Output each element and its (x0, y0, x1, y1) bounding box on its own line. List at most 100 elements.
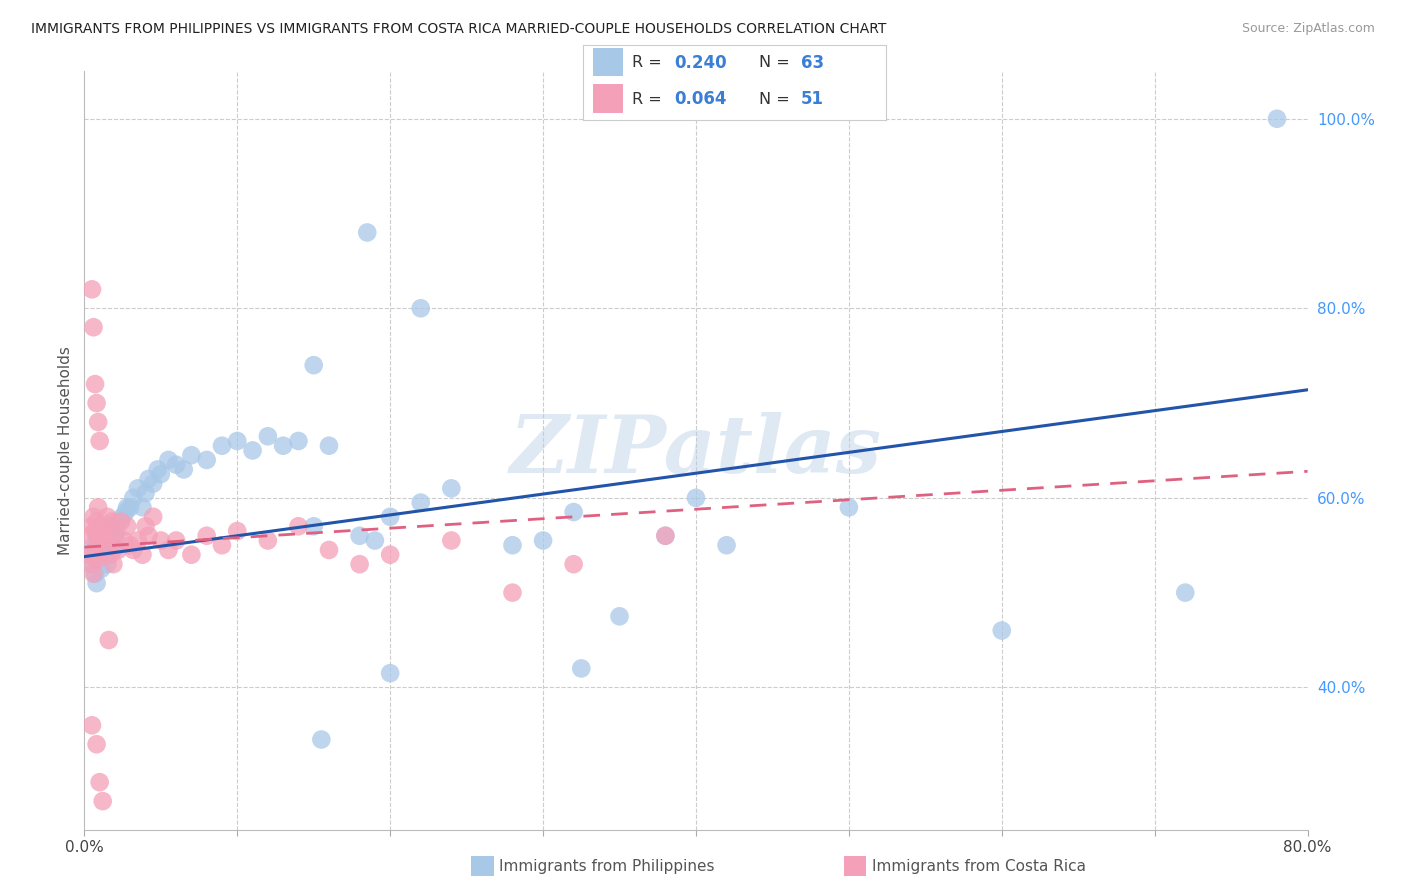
Point (364, 533, 387, 548)
Point (89, 775, 111, 789)
Point (103, 557, 125, 572)
Point (311, 732, 333, 747)
Point (98, 548, 121, 562)
Point (502, 538, 524, 552)
Point (114, 505, 136, 519)
Point (131, 548, 153, 562)
Text: Source: ZipAtlas.com: Source: ZipAtlas.com (1241, 22, 1375, 36)
Point (89, 434, 111, 448)
Point (94, 533, 117, 548)
Point (562, 557, 585, 572)
Point (97, 519, 120, 533)
Point (120, 500, 142, 515)
Point (98, 533, 121, 548)
Point (257, 429, 280, 443)
Point (195, 453, 218, 467)
Point (127, 482, 149, 496)
Point (89, 548, 111, 562)
Text: IMMIGRANTS FROM PHILIPPINES VS IMMIGRANTS FROM COSTA RICA MARRIED-COUPLE HOUSEHO: IMMIGRANTS FROM PHILIPPINES VS IMMIGRANT… (31, 22, 886, 37)
Point (89, 529, 111, 543)
Point (654, 529, 676, 543)
Point (105, 524, 128, 538)
Point (349, 529, 371, 543)
Point (96, 524, 118, 538)
Point (211, 538, 233, 552)
Y-axis label: Married-couple Households: Married-couple Households (58, 346, 73, 555)
Text: 0.240: 0.240 (675, 54, 727, 71)
Point (685, 491, 707, 505)
Point (80, 557, 103, 572)
Point (157, 453, 180, 467)
Point (135, 486, 157, 500)
Point (716, 538, 738, 552)
Point (97, 524, 120, 538)
Point (83, 538, 105, 552)
Point (87, 415, 110, 429)
Point (165, 533, 187, 548)
Point (180, 448, 202, 462)
Text: Immigrants from Costa Rica: Immigrants from Costa Rica (872, 859, 1085, 873)
Point (104, 529, 127, 543)
Text: R =: R = (631, 92, 666, 107)
Point (107, 543, 129, 558)
Point (146, 462, 169, 476)
Point (84, 377, 107, 392)
Point (440, 533, 463, 548)
Bar (592, 47, 623, 77)
Point (86, 576, 108, 591)
Point (138, 529, 160, 543)
Point (318, 439, 340, 453)
Point (91, 529, 114, 543)
Point (120, 538, 142, 552)
Point (356, 226, 378, 240)
Text: ZIPatlas: ZIPatlas (510, 412, 882, 489)
Point (531, 533, 554, 548)
Point (87, 533, 110, 548)
Point (84, 524, 107, 538)
Point (89, 533, 111, 548)
Point (287, 434, 309, 448)
Point (84, 566, 107, 581)
Point (440, 482, 463, 496)
Point (115, 519, 138, 533)
Point (569, 661, 592, 675)
Point (107, 515, 129, 529)
Point (165, 458, 187, 472)
Text: Immigrants from Philippines: Immigrants from Philippines (499, 859, 714, 873)
Point (104, 529, 127, 543)
Point (86, 515, 108, 529)
Text: N =: N = (759, 92, 794, 107)
Point (87, 543, 110, 558)
Point (86, 396, 108, 410)
Point (991, 624, 1014, 638)
Point (838, 500, 860, 515)
Point (86, 552, 108, 566)
Point (226, 524, 249, 538)
Point (83, 320, 105, 334)
Point (654, 529, 676, 543)
Point (112, 533, 135, 548)
Point (79, 548, 101, 562)
Point (271, 439, 294, 453)
Point (195, 529, 218, 543)
Point (101, 515, 124, 529)
Text: 51: 51 (801, 90, 824, 108)
Point (135, 519, 157, 533)
Point (80, 718, 103, 732)
Point (122, 543, 145, 558)
Point (79, 548, 101, 562)
Point (89, 552, 111, 566)
Point (84, 543, 107, 558)
Point (91, 543, 114, 558)
Point (91, 794, 114, 808)
Point (80, 282, 103, 296)
Point (157, 543, 180, 558)
Point (83, 566, 105, 581)
Point (96, 557, 118, 572)
Point (349, 557, 371, 572)
Point (77, 529, 100, 543)
Text: N =: N = (759, 55, 794, 70)
Point (149, 467, 172, 482)
Point (409, 301, 432, 316)
Text: R =: R = (631, 55, 666, 70)
